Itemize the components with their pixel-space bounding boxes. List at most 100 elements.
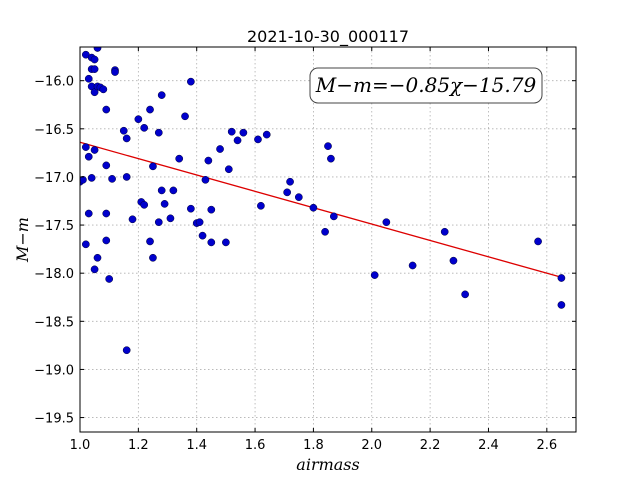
data-point xyxy=(102,236,111,245)
data-point xyxy=(408,261,417,270)
y-tick-label: −16.5 xyxy=(34,123,74,138)
data-point xyxy=(102,161,111,170)
data-point xyxy=(294,193,303,201)
data-point xyxy=(195,218,204,227)
data-point xyxy=(122,346,131,355)
x-tick-label: 2.4 xyxy=(478,438,499,453)
data-point xyxy=(207,205,216,214)
data-point xyxy=(146,237,154,246)
data-point xyxy=(160,200,169,208)
data-point xyxy=(262,130,271,139)
data-point xyxy=(557,301,566,309)
data-point xyxy=(84,74,93,83)
data-point xyxy=(187,77,195,86)
grid-lines xyxy=(79,47,576,432)
data-point xyxy=(286,177,294,186)
data-point xyxy=(87,174,96,182)
x-axis-label: airmass xyxy=(296,455,359,474)
data-point xyxy=(149,162,157,171)
y-tick-label: −17.5 xyxy=(34,219,74,234)
data-point xyxy=(157,186,166,195)
data-point xyxy=(321,227,329,236)
fit-equation-frame xyxy=(309,67,543,104)
data-points xyxy=(80,47,566,355)
data-point xyxy=(187,204,195,213)
chart-title: 2021-10-30_000117 xyxy=(247,27,409,47)
data-point xyxy=(154,128,163,137)
data-point xyxy=(111,68,119,76)
data-point xyxy=(224,165,233,174)
axis-ticks xyxy=(79,47,576,432)
data-point xyxy=(157,91,166,99)
data-point xyxy=(309,203,318,212)
data-point xyxy=(233,136,242,145)
y-tick-label: −18.0 xyxy=(34,267,74,282)
data-point xyxy=(461,290,469,299)
data-point xyxy=(449,256,458,265)
data-point xyxy=(283,188,292,197)
y-tick-label: −18.5 xyxy=(34,315,74,330)
fit-line-layer xyxy=(79,141,562,278)
data-point xyxy=(382,218,391,227)
data-point xyxy=(99,85,108,94)
fit-line xyxy=(79,141,562,278)
x-tick-labels: 1.0 1.2 1.4 1.6 1.8 2.0 2.2 2.4 2.6 xyxy=(70,438,558,453)
data-point xyxy=(440,227,449,236)
y-tick-label: −16.0 xyxy=(34,75,74,90)
data-point xyxy=(327,154,335,163)
data-point xyxy=(329,212,338,221)
data-point xyxy=(222,238,230,247)
data-point xyxy=(102,209,111,218)
data-point xyxy=(181,112,189,121)
data-point xyxy=(128,215,137,224)
y-tick-label: −19.5 xyxy=(34,412,74,427)
data-point xyxy=(90,265,99,274)
data-point xyxy=(122,134,131,143)
data-point xyxy=(93,253,102,262)
data-point xyxy=(154,218,163,227)
x-tick-label: 1.0 xyxy=(70,438,91,453)
data-point xyxy=(324,142,332,150)
fit-equation-text: M−m=−0.85χ−15.79 xyxy=(315,73,537,97)
data-point xyxy=(105,275,114,283)
data-point xyxy=(102,105,111,114)
data-point xyxy=(175,154,184,163)
data-point xyxy=(84,152,93,161)
data-point xyxy=(90,55,99,64)
data-point xyxy=(534,237,542,246)
x-tick-label: 1.4 xyxy=(186,438,207,453)
data-point xyxy=(370,271,379,279)
data-point xyxy=(80,175,87,184)
data-point xyxy=(108,175,116,183)
data-point xyxy=(207,238,216,247)
data-point xyxy=(201,175,210,184)
data-point xyxy=(239,128,248,137)
data-point xyxy=(140,201,149,209)
data-point xyxy=(122,173,131,181)
data-point xyxy=(93,47,102,52)
data-point xyxy=(557,274,566,282)
data-point xyxy=(254,135,262,144)
data-point xyxy=(204,156,213,165)
x-tick-label: 2.2 xyxy=(420,438,441,453)
data-point xyxy=(169,186,178,195)
data-point xyxy=(134,115,143,124)
y-tick-label: −19.0 xyxy=(34,363,74,378)
data-point xyxy=(257,201,265,210)
data-point xyxy=(81,143,90,151)
data-point xyxy=(140,124,149,132)
x-tick-label: 2.6 xyxy=(536,438,557,453)
data-point xyxy=(90,146,99,154)
data-point xyxy=(119,126,128,135)
x-tick-label: 2.0 xyxy=(361,438,382,453)
data-point xyxy=(166,214,175,223)
x-tick-label: 1.2 xyxy=(128,438,149,453)
data-point xyxy=(146,105,154,114)
x-tick-label: 1.6 xyxy=(245,438,266,453)
data-point xyxy=(198,231,207,240)
plot-frame xyxy=(79,46,577,433)
x-tick-label: 1.8 xyxy=(303,438,324,453)
data-point xyxy=(216,145,224,153)
fit-equation-box: M−m=−0.85χ−15.79 xyxy=(309,67,543,104)
